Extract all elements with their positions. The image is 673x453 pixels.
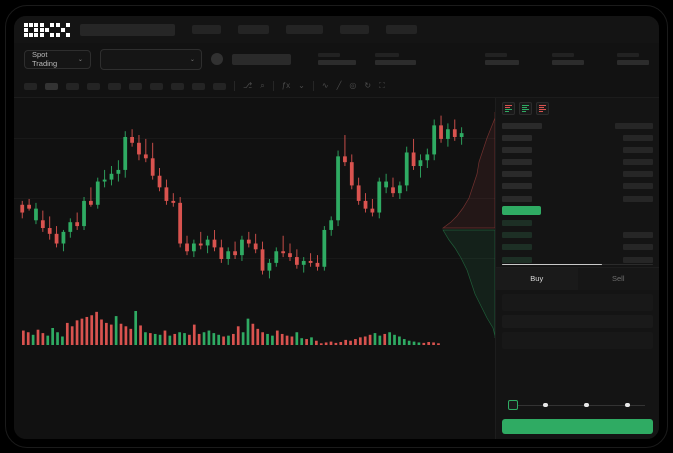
- tf-1d[interactable]: [129, 82, 142, 90]
- orderbook-bid-row[interactable]: [502, 255, 653, 264]
- tab-sell[interactable]: Sell: [577, 268, 659, 291]
- chart-gridline: [14, 138, 495, 139]
- orderbook-ask-row[interactable]: [502, 145, 653, 154]
- orderbook-mode-asks[interactable]: [536, 101, 549, 115]
- orderbook-header-row: [502, 121, 653, 130]
- trendline-icon[interactable]: ∿: [321, 81, 329, 90]
- okx-logo-x: [56, 22, 70, 37]
- nav-item-5[interactable]: [386, 25, 417, 34]
- indicators-icon[interactable]: ƒx: [281, 81, 291, 90]
- global-search-input[interactable]: [80, 23, 175, 36]
- place-buy-order-button[interactable]: [502, 419, 653, 434]
- price-chart-panel[interactable]: [14, 98, 495, 439]
- market-sub-header: Spot Trading ⌄ ⌄: [14, 43, 659, 75]
- nav-item-1[interactable]: [192, 25, 221, 34]
- orderbook-trade-panel: Buy Sell: [495, 98, 659, 439]
- orderbook-mode-bids[interactable]: [519, 101, 532, 115]
- chart-toolbar: ⎇ ⌕ ƒx ⌄ ∿ ╱ ◎ ↻ ⛶: [14, 75, 659, 98]
- orderbook-scrollbar[interactable]: [502, 263, 653, 266]
- slider-stop-50[interactable]: [584, 402, 589, 408]
- slider-handle[interactable]: [508, 400, 518, 410]
- reset-icon[interactable]: ↻: [364, 81, 372, 90]
- tf-custom[interactable]: [213, 82, 226, 90]
- market-type-label: Spot Trading: [32, 50, 58, 68]
- stat-volume: [617, 53, 649, 65]
- nav-item-4[interactable]: [340, 25, 369, 34]
- order-amount-field[interactable]: [502, 315, 653, 329]
- toolbar-divider: [234, 81, 235, 91]
- orderbook-last-price-row: [502, 206, 653, 216]
- stat-high: [485, 53, 519, 65]
- fullscreen-icon[interactable]: ⛶: [379, 81, 385, 90]
- main-area: Buy Sell: [14, 98, 659, 439]
- volume-histogram: [22, 311, 440, 346]
- orderbook-mode-both[interactable]: [502, 101, 515, 115]
- market-type-dropdown[interactable]: Spot Trading ⌄: [24, 49, 91, 69]
- order-percent-slider[interactable]: [502, 398, 653, 412]
- pair-coin-avatar: [210, 53, 223, 65]
- chart-gridline: [14, 198, 495, 199]
- trading-pair-select[interactable]: ⌄: [99, 48, 202, 70]
- toolbar-divider: [312, 81, 314, 91]
- tf-1w[interactable]: [150, 82, 163, 90]
- chart-gridline: [14, 258, 495, 259]
- nav-item-3[interactable]: [286, 25, 323, 34]
- toolbar-divider: [272, 81, 274, 91]
- buy-sell-tabs: Buy Sell: [496, 267, 659, 291]
- orderbook-ask-row[interactable]: [502, 170, 653, 179]
- tf-1h[interactable]: [87, 82, 100, 90]
- order-entry-form: [496, 290, 659, 416]
- stat-low: [552, 53, 584, 65]
- last-price-display: [231, 53, 291, 65]
- candle-chart-icon[interactable]: ⎇: [243, 81, 253, 90]
- orderbook-bid-row[interactable]: [502, 219, 653, 228]
- slider-track: [512, 404, 645, 406]
- stat-price: [318, 53, 356, 65]
- orderbook-bid-row[interactable]: [502, 243, 653, 252]
- okx-logo-k: [40, 22, 54, 37]
- candlestick-series: [20, 115, 464, 279]
- tf-15m[interactable]: [66, 82, 79, 90]
- measure-icon[interactable]: ╱: [336, 81, 342, 90]
- snapshot-icon[interactable]: ◎: [349, 81, 357, 90]
- tf-5m[interactable]: [45, 82, 58, 90]
- tf-1m[interactable]: [24, 82, 37, 90]
- nav-item-2[interactable]: [238, 25, 269, 34]
- orderbook-list[interactable]: [496, 118, 659, 267]
- settings-chevron-icon[interactable]: ⌄: [298, 81, 305, 90]
- order-total-field[interactable]: [502, 332, 653, 350]
- line-chart-icon[interactable]: ⌕: [260, 81, 265, 90]
- orderbook-ask-row[interactable]: [502, 182, 653, 191]
- orderbook-ask-row[interactable]: [502, 194, 653, 203]
- orderbook-ask-row[interactable]: [502, 133, 653, 142]
- orderbook-bid-row[interactable]: [502, 231, 653, 240]
- okx-logo-o: [24, 22, 38, 37]
- orderbook-mode-switcher: [496, 98, 659, 118]
- orderbook-ask-row[interactable]: [502, 158, 653, 167]
- okx-logo[interactable]: [24, 22, 70, 37]
- chevron-down-icon: ⌄: [77, 56, 83, 63]
- tf-4h[interactable]: [108, 82, 121, 90]
- chevron-down-icon: ⌄: [189, 56, 195, 63]
- top-navigation-bar: [14, 16, 659, 43]
- slider-stop-75[interactable]: [625, 402, 630, 408]
- tab-buy[interactable]: Buy: [496, 268, 578, 291]
- depth-chart-overlay: [441, 112, 495, 338]
- app-screen: Spot Trading ⌄ ⌄: [14, 16, 659, 439]
- tf-more[interactable]: [192, 82, 205, 90]
- order-price-field[interactable]: [502, 294, 653, 312]
- tf-1mo[interactable]: [171, 82, 184, 90]
- slider-stop-25[interactable]: [543, 402, 548, 408]
- stat-change: [375, 53, 416, 65]
